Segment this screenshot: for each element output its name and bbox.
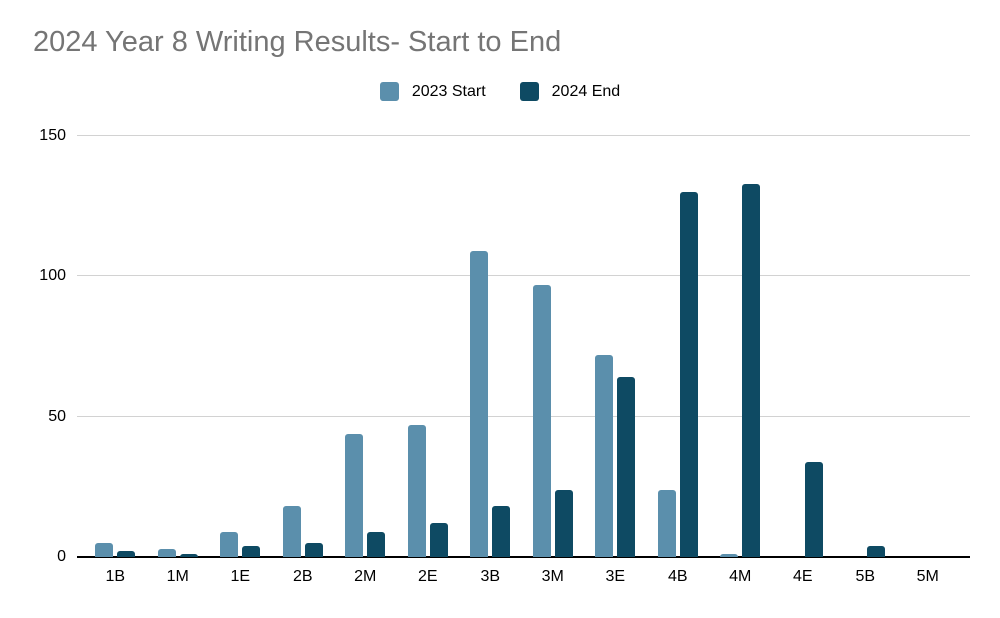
legend-item-2024-end: 2024 End <box>519 82 621 101</box>
bar-2024-end-4m <box>742 183 761 557</box>
bar-2024-end-2b <box>304 542 323 557</box>
x-tick-label-3e: 3E <box>605 568 626 585</box>
bar-group-3b: 3B <box>459 136 522 585</box>
plot-area: 1B 1M 1E 2B 2M 2E 3B 3M 3E 4B 4M 4E 5B 5M <box>77 135 970 585</box>
bar-2024-end-4e <box>804 461 823 557</box>
bar-2023-start-1m <box>157 548 176 557</box>
y-tick-label-100: 100 <box>39 267 66 285</box>
bar-group-2e: 2E <box>397 136 460 585</box>
x-tick-label-5b: 5B <box>855 568 876 585</box>
bar-2024-end-2m <box>367 531 386 557</box>
y-tick-label-50: 50 <box>48 407 66 425</box>
bar-2024-end-1e <box>242 545 261 557</box>
gridline-100 <box>77 275 970 277</box>
bar-2024-end-3e <box>617 377 636 557</box>
x-tick-label-3b: 3B <box>480 568 501 585</box>
x-tick-label-1b: 1B <box>105 568 126 585</box>
x-tick-label-4m: 4M <box>729 568 752 585</box>
legend-label-2024-end: 2024 End <box>551 82 621 100</box>
x-tick-label-5m: 5M <box>916 568 939 585</box>
bar-2024-end-5b <box>867 545 886 557</box>
bar-group-4b: 4B <box>647 136 710 585</box>
x-tick-label-2b: 2B <box>292 568 313 585</box>
bar-2023-start-1b <box>95 542 114 557</box>
bar-2023-start-2b <box>282 506 301 557</box>
y-axis-labels: 0 50 100 150 <box>0 127 66 565</box>
bar-group-1m: 1M <box>147 136 210 585</box>
y-tick-label-0: 0 <box>57 548 66 565</box>
bar-2024-end-3b <box>492 506 511 557</box>
gridline-50 <box>77 415 970 417</box>
bar-2023-start-3b <box>470 251 489 557</box>
chart-title: 2024 Year 8 Writing Results- Start to En… <box>33 26 562 58</box>
bar-group-4e: 4E <box>772 136 835 585</box>
bar-group-1e: 1E <box>209 136 272 585</box>
bar-2024-end-2e <box>429 523 448 557</box>
x-tick-label-4e: 4E <box>792 568 813 585</box>
bar-group-5b: 5B <box>834 136 897 585</box>
bar-group-5m: 5M <box>897 136 960 585</box>
bar-2024-end-1m <box>179 554 198 557</box>
y-tick-label-150: 150 <box>39 127 66 144</box>
bar-2023-start-4b <box>657 489 676 557</box>
bar-group-4m: 4M <box>709 136 772 585</box>
x-axis-line <box>77 556 970 558</box>
chart-legend: 2023 Start 2024 End <box>0 82 1000 101</box>
bar-group-2m: 2M <box>334 136 397 585</box>
bar-2023-start-2e <box>407 425 426 557</box>
x-tick-label-1e: 1E <box>230 568 251 585</box>
bar-groups: 1B 1M 1E 2B 2M 2E 3B 3M 3E 4B 4M 4E 5B 5M <box>84 136 960 585</box>
bar-2023-start-3e <box>595 354 614 557</box>
legend-swatch-2023-start <box>379 82 399 101</box>
bar-group-3e: 3E <box>584 136 647 585</box>
bar-2024-end-4b <box>679 192 698 557</box>
x-tick-label-2e: 2E <box>417 568 438 585</box>
legend-label-2023-start: 2023 Start <box>411 82 486 100</box>
x-tick-label-3m: 3M <box>541 568 564 585</box>
bar-2023-start-1e <box>220 531 239 557</box>
gridline-150 <box>77 135 970 136</box>
bar-2024-end-1b <box>117 551 136 557</box>
bar-2023-start-4m <box>720 554 739 557</box>
bar-group-3m: 3M <box>522 136 585 585</box>
legend-item-2023-start: 2023 Start <box>379 82 486 101</box>
legend-swatch-2024-end <box>519 82 539 101</box>
bar-2023-start-3m <box>532 284 551 557</box>
x-tick-label-1m: 1M <box>166 568 189 585</box>
bar-2024-end-3m <box>554 489 573 557</box>
bar-group-1b: 1B <box>84 136 147 585</box>
bar-group-2b: 2B <box>272 136 335 585</box>
x-tick-label-2m: 2M <box>354 568 377 585</box>
bar-2023-start-2m <box>345 433 364 557</box>
x-tick-label-4b: 4B <box>667 568 688 585</box>
